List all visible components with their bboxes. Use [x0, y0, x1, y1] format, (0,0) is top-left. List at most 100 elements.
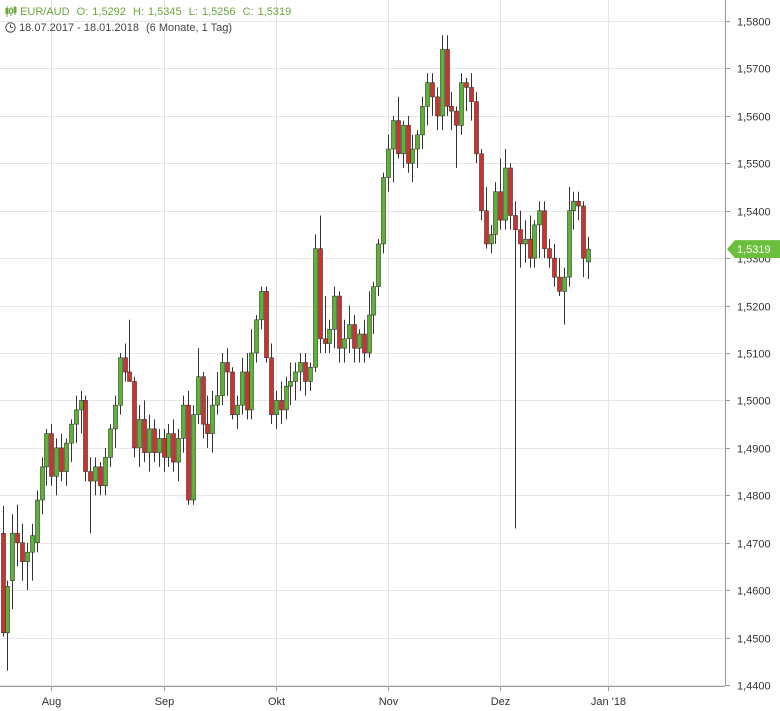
candle-down [15, 504, 20, 567]
candle-up [284, 376, 289, 420]
candle-down [186, 390, 191, 505]
candle-body [415, 134, 420, 150]
candle-down [318, 215, 323, 353]
candle-body [44, 433, 49, 468]
candle-down [127, 319, 132, 382]
candle-body [528, 238, 533, 259]
candle-down [454, 106, 459, 169]
candle-down [98, 462, 103, 496]
candle-body [337, 295, 342, 349]
x-tick-label: Sep [155, 696, 175, 708]
candle-up [103, 447, 108, 496]
candle-body [410, 148, 415, 164]
candle-down [362, 319, 367, 363]
y-tick-label: 1,5500 [737, 159, 771, 171]
candle-down [142, 400, 147, 463]
symbol: EUR/AUD [20, 6, 70, 18]
candle-up [332, 286, 337, 349]
candle-body [396, 120, 401, 155]
y-tick-label: 1,5200 [737, 302, 771, 314]
candle-down [552, 243, 557, 287]
range-header: 18.07.2017 - 18.01.2018 (6 Monate, 1 Tag… [5, 22, 236, 35]
candle-body [210, 404, 215, 434]
candle-body [215, 395, 220, 406]
candle-body [401, 125, 406, 155]
candle-up [586, 236, 591, 280]
candle-body [49, 433, 54, 477]
candle-body [59, 447, 64, 472]
candle-up [371, 281, 376, 335]
candle-down [162, 428, 167, 472]
candle-body [108, 428, 113, 458]
candle-body [435, 96, 440, 117]
candle-body [518, 229, 523, 245]
candle-body [20, 542, 25, 562]
candle-body [205, 423, 210, 434]
candle-up [425, 73, 430, 126]
candle-body [284, 385, 289, 411]
x-tick-label: Nov [379, 696, 399, 708]
candle-body [489, 234, 494, 245]
candle-down [171, 419, 176, 472]
candle-down [474, 92, 479, 164]
candle-body [381, 177, 386, 245]
candle-body [537, 210, 542, 226]
candle-up [259, 286, 264, 330]
y-tick-label: 1,5400 [737, 207, 771, 219]
candle-up [108, 424, 113, 467]
candle-body [459, 82, 464, 126]
candle-body [420, 106, 425, 136]
candle-up [567, 187, 572, 287]
candle-up [342, 319, 347, 363]
y-tick-label: 1,5800 [737, 17, 771, 29]
candle-body [25, 551, 30, 562]
candle-body [79, 400, 84, 411]
candle-body [196, 376, 201, 415]
candle-body [147, 428, 152, 453]
candle-up [210, 390, 215, 453]
candle-up [35, 490, 40, 553]
candle-down [581, 201, 586, 278]
candle-body [15, 532, 20, 544]
candle-down [20, 523, 25, 581]
candle-down [557, 258, 562, 297]
candle-body [274, 400, 279, 415]
candle-body [230, 371, 235, 415]
last-price-badge: 1,5319 [727, 240, 780, 259]
candle-up [166, 424, 171, 467]
candle-body [508, 167, 513, 216]
candle-up [93, 457, 98, 496]
candle-up [376, 239, 381, 297]
candle-down [245, 353, 250, 420]
candle-body [367, 314, 372, 354]
candle-up [249, 329, 254, 420]
candle-down [269, 343, 274, 425]
candle-down [132, 376, 137, 458]
y-tick-label: 1,4800 [737, 491, 771, 503]
candle-body [440, 49, 445, 117]
clock-icon [5, 22, 16, 33]
candle-up [503, 149, 508, 230]
candle-body [308, 366, 313, 382]
candle-body [235, 404, 240, 415]
candle-up [537, 201, 542, 259]
candle-body [254, 319, 259, 354]
candle-body [279, 400, 284, 411]
candle-body [371, 286, 376, 316]
candle-up [30, 523, 35, 581]
candle-body [225, 362, 230, 373]
y-tick-label: 1,4400 [737, 681, 771, 693]
y-tick-label: 1,5600 [737, 112, 771, 124]
candle-body [493, 191, 498, 235]
candle-down [528, 215, 533, 268]
candle-body [35, 499, 40, 544]
candle-body [132, 381, 137, 449]
candle-up [5, 580, 10, 671]
candle-body [406, 125, 411, 164]
x-axis: Aug Sep Okt Nov Dez Jan '18 [0, 686, 725, 708]
candle-body [166, 433, 171, 458]
candle-body [484, 210, 489, 245]
candle-up [298, 353, 303, 391]
candle-body [69, 423, 74, 444]
